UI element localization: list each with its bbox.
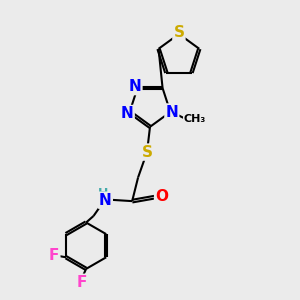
Text: CH₃: CH₃	[184, 115, 206, 124]
Text: F: F	[76, 275, 87, 290]
Text: S: S	[142, 145, 152, 160]
Text: F: F	[49, 248, 59, 263]
Text: O: O	[155, 189, 168, 204]
Text: S: S	[173, 25, 184, 40]
Text: N: N	[99, 193, 112, 208]
Text: N: N	[166, 104, 178, 119]
Text: H: H	[98, 187, 108, 200]
Text: N: N	[129, 79, 141, 94]
Text: N: N	[121, 106, 134, 121]
